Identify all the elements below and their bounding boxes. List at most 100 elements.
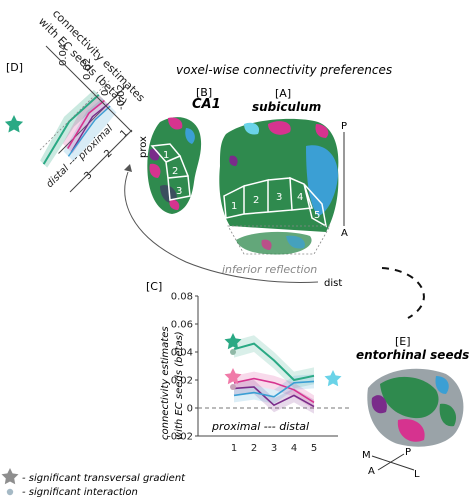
main-title: voxel-wise connectivity preferences <box>176 63 392 77</box>
panel-c-bands <box>234 335 314 414</box>
panel-d-xtick-0: 1 <box>118 128 130 140</box>
panel-d-line-blue <box>67 105 111 157</box>
compass-line-ml <box>371 455 415 471</box>
panel-c-ytick-label: -0.02 <box>167 432 193 443</box>
panel-c-ytick-label: 0.06 <box>171 320 193 331</box>
panel-c-ytick-label: 0 <box>187 404 193 415</box>
inferior-reflection-magenta <box>261 239 272 250</box>
legend-interaction-text: - significant interaction <box>22 487 138 498</box>
ca1-section-1: 1 <box>163 150 169 161</box>
prox-dist-arrow <box>124 171 319 283</box>
panel-d-x-axis <box>69 129 133 193</box>
panel-a-label: [A] <box>275 87 291 100</box>
subiculum-surface-purple <box>229 155 238 166</box>
prox-label: prox <box>138 136 149 158</box>
panel-d-tick-1: 0.02 <box>82 58 93 80</box>
panel-d-ticks: 0.04 0.02 0 -0.02 <box>58 44 127 110</box>
panel-c-ylabel: connectivity estimates with EC seeds (be… <box>160 326 185 440</box>
panel-c-star-green-icon <box>224 333 242 350</box>
panel-c-xtick-label: 3 <box>271 443 277 454</box>
panel-c-line-purple <box>233 386 315 408</box>
entorhinal-surface-blue <box>435 376 449 394</box>
subiculum-surface-magenta-top <box>268 121 291 135</box>
panel-d-ylabel-line2: with EC seeds (betas) <box>36 15 130 109</box>
panel-c-xlabel: proximal --- distal <box>211 420 309 433</box>
prox-dist-arrowhead <box>124 164 132 172</box>
inferior-reflection-label: inferior reflection <box>222 263 317 276</box>
legend-star-icon <box>1 468 19 485</box>
panel-c-ytick-label: 0.02 <box>171 376 193 387</box>
panel-c-line-blue <box>233 380 315 398</box>
panel-c-grid <box>197 296 352 437</box>
panel-c-xtick-label: 1 <box>231 443 237 454</box>
ca1-sections-outline <box>150 143 191 201</box>
panel-c-ylabel-line1: connectivity estimates <box>160 326 171 440</box>
entorhinal-surface-purple <box>371 395 387 414</box>
panel-d-label: [D] <box>6 61 23 74</box>
panel-c-line-magenta <box>233 377 315 404</box>
panel-c-xtick-label: 4 <box>291 443 297 454</box>
panel-c-interaction-dot-pink-icon <box>230 384 236 390</box>
compass-m: M <box>362 450 371 461</box>
panel-c-chart: 0.08 0.06 0.04 0.02 0 -0.02 1 2 3 4 5 <box>167 292 352 454</box>
legend-dot-icon <box>6 488 14 496</box>
subiculum-section-4: 4 <box>297 192 303 203</box>
inferior-reflection-blue <box>286 235 305 249</box>
entorhinal-surface-green-right <box>439 403 457 427</box>
subiculum-section-3: 3 <box>276 192 282 203</box>
panel-d-y-axis <box>58 85 127 154</box>
pa-axis-p: P <box>341 121 347 132</box>
inferior-reflection-outline <box>227 225 331 255</box>
ca1-surface: 1 2 3 <box>147 117 202 214</box>
panel-c-band-blue <box>234 374 314 404</box>
subiculum-section-1: 1 <box>231 201 237 212</box>
panel-b-label: [B] <box>196 86 212 99</box>
entorhinal-surface <box>367 368 464 447</box>
panel-c-line-green <box>233 342 315 382</box>
entorhinal-label: entorhinal seeds <box>356 348 469 362</box>
ca1-surface-magenta-top <box>168 117 183 130</box>
subiculum-sections-outline <box>223 176 328 228</box>
panel-d-line-green <box>42 94 100 165</box>
panel-d-band-green <box>40 89 104 168</box>
compass-p: P <box>405 447 411 458</box>
legend-transversal-text: - significant transversal gradient <box>22 473 186 484</box>
panel-d-dashed-extension <box>39 79 111 151</box>
subiculum-surface: 1 2 3 4 5 <box>219 118 339 232</box>
ca1-label: CA1 <box>192 97 221 112</box>
subiculum-label: subiculum <box>252 100 321 114</box>
panel-c-star-cyan-icon <box>324 370 342 387</box>
pa-axis-a: A <box>341 228 348 239</box>
panel-c-lines <box>233 342 315 408</box>
panel-d-tick-3: -0.02 <box>116 84 127 110</box>
ca1-surface-dark <box>160 184 177 204</box>
compass-line-pa <box>377 453 405 471</box>
panel-c-xtick-label: 2 <box>251 443 257 454</box>
subiculum-section-5: 5 <box>314 210 320 221</box>
panel-c-band-purple <box>234 380 314 414</box>
panel-d-tick-0: 0.04 <box>58 44 69 66</box>
ca1-section-2: 2 <box>172 166 178 177</box>
panel-d-tick-axis <box>45 45 133 133</box>
panel-c-xtick-label: 5 <box>311 443 317 454</box>
subiculum-surface-magenta-right <box>315 124 329 138</box>
panel-c-xticks: 1 2 3 4 5 <box>231 443 317 454</box>
inferior-reflection: inferior reflection <box>222 225 331 276</box>
subiculum-section-2: 2 <box>253 195 259 206</box>
panel-d-line-magenta <box>67 99 105 149</box>
panel-d-xtick-2: 3 <box>82 170 94 182</box>
panel-d-line-purple <box>70 103 109 153</box>
panel-d-tick-2: 0 <box>100 90 111 96</box>
compass-a: A <box>368 466 375 477</box>
panel-e-label: [E] <box>395 335 411 348</box>
subiculum-surface-blue-top <box>244 122 260 135</box>
dist-label: dist <box>324 278 342 289</box>
panel-c-label: [C] <box>146 280 162 293</box>
ca1-surface-magenta-mid <box>149 163 161 178</box>
ca1-section-3: 3 <box>176 186 182 197</box>
panel-d-chart <box>40 85 127 168</box>
orientation-compass: M P A L <box>362 447 420 480</box>
entorhinal-surface-magenta <box>397 418 425 442</box>
panel-c-band-magenta <box>234 371 314 410</box>
compass-l: L <box>414 469 420 480</box>
